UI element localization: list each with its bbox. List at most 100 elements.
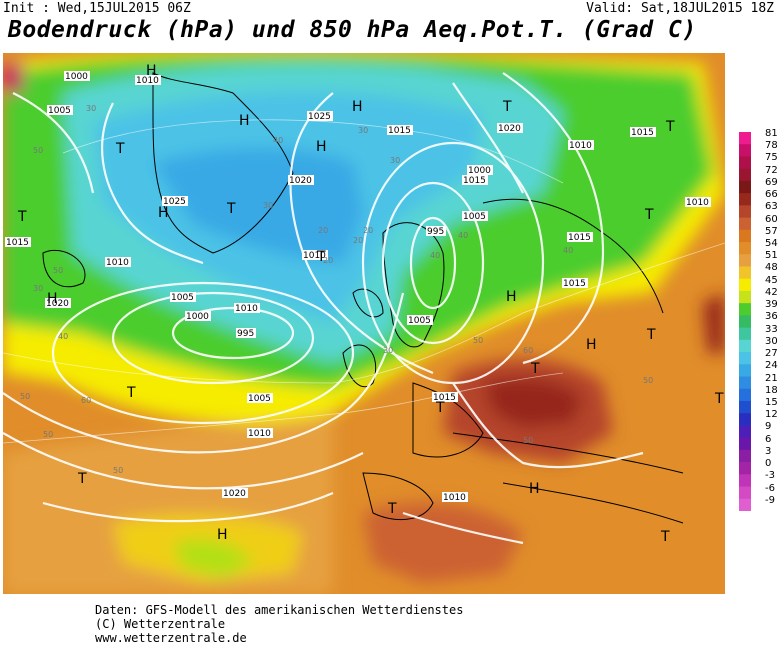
color-scale-swatch xyxy=(739,242,751,255)
pressure-label: 1025 xyxy=(308,112,331,122)
temperature-labels: 5050403030202030405050605030406050505040… xyxy=(20,104,653,475)
color-scale-swatch xyxy=(739,486,751,500)
temperature-label: 50 xyxy=(643,376,653,385)
color-scale-label: 36 xyxy=(765,311,778,323)
color-scale-swatch xyxy=(739,376,751,390)
color-scale-label: 75 xyxy=(765,152,778,164)
color-scale-label: 63 xyxy=(765,201,778,213)
pressure-label-bg xyxy=(236,328,256,338)
pressure-label: 1015 xyxy=(388,126,411,136)
pressure-label: 1015 xyxy=(463,176,486,186)
pressure-label-bg xyxy=(432,392,458,402)
pressure-label-bg xyxy=(162,196,188,206)
temperature-label: 20 xyxy=(318,226,328,235)
color-scale-label: 30 xyxy=(765,335,778,347)
color-scale-label: 42 xyxy=(765,286,778,298)
temperature-field xyxy=(3,53,725,594)
temperature-label: 50 xyxy=(113,466,123,475)
color-scale-swatch xyxy=(739,266,751,280)
color-scale-swatch xyxy=(739,474,751,488)
high-pressure-center: H xyxy=(316,139,327,155)
pressure-label-bg xyxy=(442,492,468,502)
pressure-label: 1015 xyxy=(568,233,591,243)
color-scale-label: 81 xyxy=(765,128,778,139)
color-scale-swatch xyxy=(739,352,751,365)
color-scale-swatch xyxy=(739,168,751,182)
pressure-label: 1005 xyxy=(463,212,486,222)
pressure-label: 995 xyxy=(427,227,444,237)
footer-copyright: (C) Wetterzentrale xyxy=(95,617,226,631)
pressure-label-bg xyxy=(105,257,131,267)
pressure-label-bg xyxy=(247,428,273,438)
pressure-label-bg xyxy=(467,165,493,175)
temperature-label: 50 xyxy=(523,436,533,445)
color-scale-label: 27 xyxy=(765,348,778,360)
color-scale-label: 39 xyxy=(765,299,778,311)
color-scale-label: 72 xyxy=(765,164,778,176)
pressure-label-bg xyxy=(222,488,248,498)
pressure-label-bg xyxy=(630,127,656,137)
pressure-label-bg xyxy=(462,175,488,185)
low-pressure-center: T xyxy=(660,529,670,545)
color-scale-label: 78 xyxy=(765,140,778,152)
high-pressure-center: H xyxy=(506,289,517,305)
color-scale-label: 69 xyxy=(765,176,778,188)
low-pressure-center: T xyxy=(17,209,27,225)
init-time: Init : Wed,15JUL2015 06Z xyxy=(3,1,191,16)
color-scale-swatch xyxy=(739,180,751,194)
temperature-contours xyxy=(3,119,725,444)
pressure-label-bg xyxy=(497,123,523,133)
footer-website[interactable]: www.wetterzentrale.de xyxy=(95,631,247,645)
temperature-label: 40 xyxy=(458,231,468,240)
pressure-label: 1010 xyxy=(248,429,271,439)
temperature-label: 40 xyxy=(273,136,283,145)
color-scale-swatch xyxy=(739,254,751,267)
map-title: Bodendruck (hPa) und 850 hPa Aeq.Pot.T. … xyxy=(8,17,697,43)
pressure-label-bg xyxy=(462,211,488,221)
color-scale-swatch xyxy=(739,327,751,341)
pressure-label-bg xyxy=(307,111,333,121)
high-pressure-center: H xyxy=(239,113,250,129)
color-scale-swatch xyxy=(739,132,751,145)
temperature-label: 30 xyxy=(86,104,96,113)
temperature-label: 30 xyxy=(383,346,393,355)
pressure-label: 1015 xyxy=(563,279,586,289)
temperature-label: 30 xyxy=(390,156,400,165)
high-pressure-center: H xyxy=(47,291,58,307)
temperature-label: 20 xyxy=(353,236,363,245)
color-scale-swatch xyxy=(739,205,751,219)
pressure-label: 1005 xyxy=(48,106,71,116)
color-scale-swatch xyxy=(739,425,751,439)
color-scale-label: 15 xyxy=(765,396,778,408)
color-scale-swatch xyxy=(739,388,751,402)
footer-source: Daten: GFS-Modell des amerikanischen Wet… xyxy=(95,603,464,617)
color-scale-label: 48 xyxy=(765,262,778,274)
temperature-label: 50 xyxy=(20,392,30,401)
color-scale-swatch xyxy=(739,278,751,292)
pressure-label: 1005 xyxy=(408,316,431,326)
color-scale-swatch xyxy=(739,437,751,451)
pressure-label-bg xyxy=(567,232,593,242)
color-scale-swatch xyxy=(739,144,751,157)
pressure-label: 995 xyxy=(237,329,254,339)
pressure-label: 1010 xyxy=(235,304,258,314)
pressure-label: 1000 xyxy=(65,72,88,82)
temperature-label: 30 xyxy=(263,201,273,210)
low-pressure-center: T xyxy=(126,385,136,401)
color-scale-label: 54 xyxy=(765,238,778,250)
pressure-label-bg xyxy=(185,311,211,321)
low-pressure-center: T xyxy=(646,327,656,343)
pressure-label: 1025 xyxy=(163,197,186,207)
temperature-label: 30 xyxy=(33,284,43,293)
pressure-label: 1010 xyxy=(686,198,709,208)
color-scale-swatch xyxy=(739,364,751,378)
color-scale-label: 18 xyxy=(765,384,778,396)
high-pressure-center: H xyxy=(586,337,597,353)
pressure-label-bg xyxy=(562,278,588,288)
low-pressure-center: T xyxy=(316,249,326,265)
color-scale-label: 60 xyxy=(765,213,778,225)
temperature-label: 50 xyxy=(53,266,63,275)
temperature-label: 20 xyxy=(363,226,373,235)
high-pressure-center: H xyxy=(352,99,363,115)
temperature-label: 20 xyxy=(323,256,333,265)
